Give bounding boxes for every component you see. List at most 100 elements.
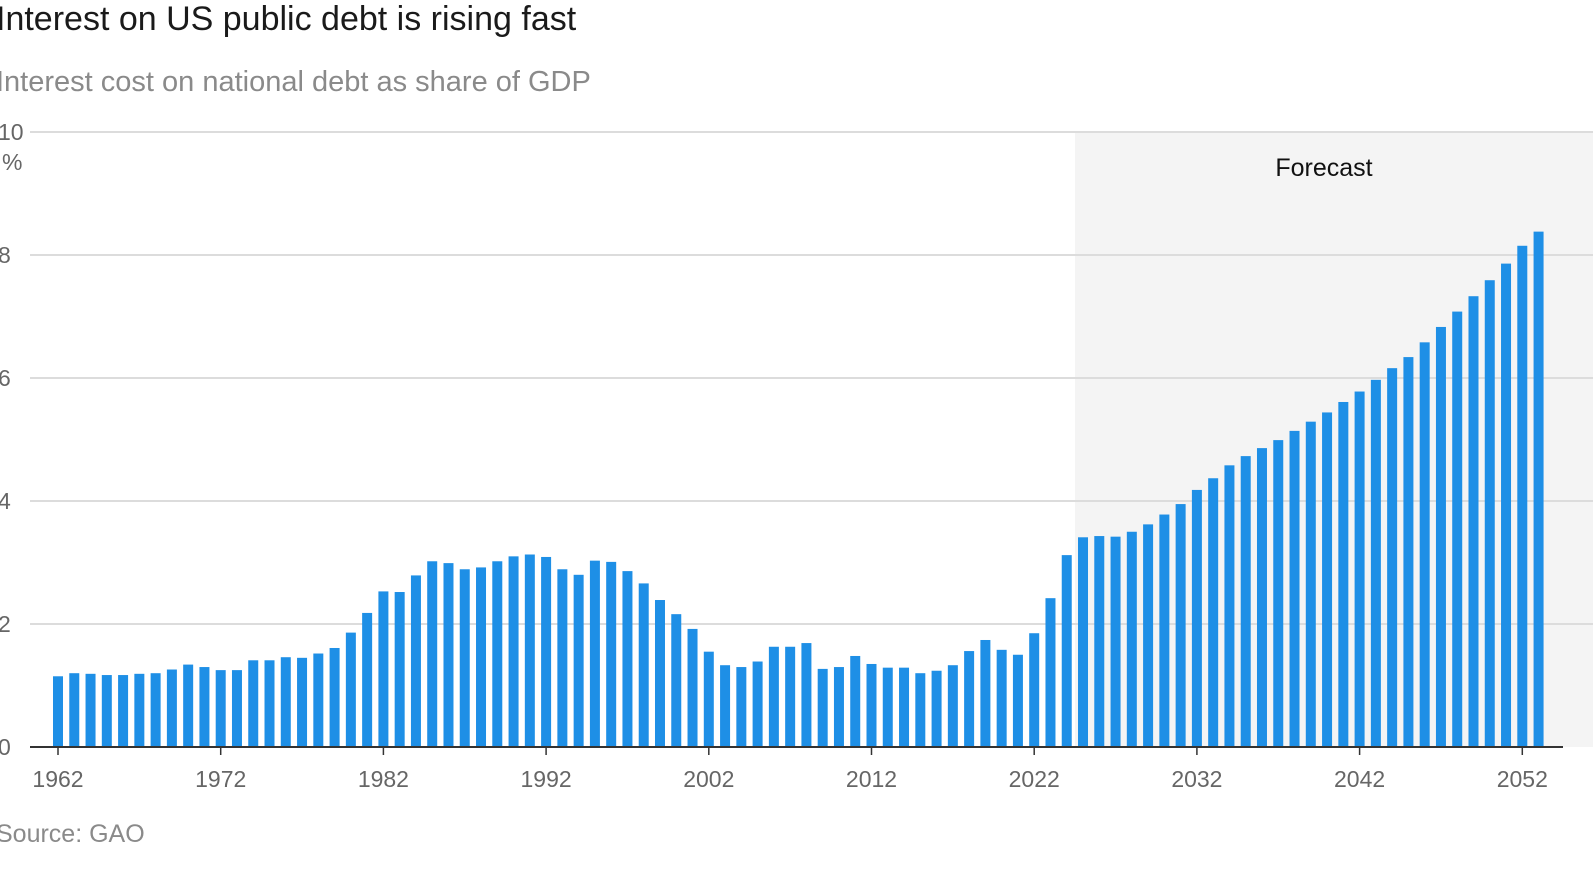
x-tick-label: 2042 <box>1334 766 1385 792</box>
bar-1978 <box>313 653 324 747</box>
bar-2005 <box>752 661 763 747</box>
bar-2037 <box>1273 440 1284 747</box>
chart-title: Interest on US public debt is rising fas… <box>0 0 577 38</box>
bar-2014 <box>899 667 910 747</box>
axes: 1962 1972 1982 1992 2002 2012 2022 2032 2042 2052 <box>30 746 1563 792</box>
x-tick-label: 2002 <box>683 766 734 792</box>
bar-2013 <box>882 667 893 747</box>
bar-2007 <box>785 646 796 747</box>
bar-2006 <box>768 646 779 747</box>
bar-1984 <box>410 575 421 747</box>
bar-1997 <box>622 571 633 747</box>
x-tick-label: 2012 <box>846 766 897 792</box>
bar-2010 <box>833 667 844 747</box>
bar-2053 <box>1533 231 1544 747</box>
gridlines: 0 2 4 6 8 10% <box>0 119 1593 760</box>
bar-2052 <box>1517 245 1528 747</box>
bar-1972 <box>215 670 226 747</box>
bar-1998 <box>638 583 649 747</box>
bar-1968 <box>150 673 161 747</box>
bar-2049 <box>1468 296 1479 747</box>
chart-subtitle: Interest cost on national debt as share … <box>0 66 591 98</box>
bar-2027 <box>1110 536 1121 747</box>
bar-1975 <box>264 660 275 747</box>
bar-1990 <box>508 556 519 747</box>
bar-1974 <box>248 660 259 747</box>
bar-2009 <box>817 668 828 747</box>
bar-2017 <box>947 665 958 747</box>
y-tick-label: 6 <box>0 365 11 391</box>
bar-2051 <box>1501 263 1512 747</box>
bar-2045 <box>1403 357 1414 747</box>
x-tick-label: 1982 <box>358 766 409 792</box>
source-note: Source: GAO <box>0 820 145 848</box>
bars <box>53 231 1544 747</box>
bar-1973 <box>231 670 242 747</box>
bar-2033 <box>1208 478 1219 747</box>
x-tick-label: 1962 <box>32 766 83 792</box>
bar-2025 <box>1078 537 1089 747</box>
bar-2035 <box>1240 456 1251 747</box>
bar-1989 <box>492 561 503 747</box>
bar-2032 <box>1191 489 1202 747</box>
bar-1993 <box>557 569 568 747</box>
bar-2022 <box>1029 633 1040 747</box>
bar-1966 <box>118 675 129 747</box>
bar-1981 <box>362 612 373 747</box>
bar-2034 <box>1224 465 1235 747</box>
bar-1982 <box>378 591 389 747</box>
bar-2038 <box>1289 430 1300 747</box>
bar-1962 <box>53 676 63 747</box>
bar-2047 <box>1435 326 1446 747</box>
bar-1992 <box>541 556 552 747</box>
bar-1967 <box>134 673 145 747</box>
bar-2003 <box>720 665 731 747</box>
y-tick-label: 4 <box>0 488 11 514</box>
bar-2040 <box>1322 412 1333 747</box>
bar-2039 <box>1305 421 1316 747</box>
bar-2048 <box>1452 311 1463 747</box>
bar-2002 <box>703 651 714 747</box>
y-tick-label: 8 <box>0 242 11 268</box>
bar-1983 <box>394 592 405 747</box>
bar-1988 <box>476 567 487 747</box>
bar-2023 <box>1045 598 1056 747</box>
bar-2036 <box>1256 448 1267 747</box>
bar-2000 <box>671 614 682 747</box>
bar-1971 <box>199 667 210 747</box>
bar-1985 <box>427 561 438 747</box>
bar-2004 <box>736 667 747 747</box>
bar-2012 <box>866 663 877 747</box>
bar-2030 <box>1159 514 1170 747</box>
x-tick-label: 2022 <box>1009 766 1060 792</box>
bar-2043 <box>1370 379 1381 747</box>
bar-1976 <box>280 657 291 747</box>
bar-1965 <box>101 675 112 747</box>
bar-2029 <box>1143 524 1154 747</box>
bar-1963 <box>69 673 80 747</box>
bar-1994 <box>573 574 584 747</box>
bar-2011 <box>850 655 861 747</box>
bar-2016 <box>931 670 942 747</box>
bar-2041 <box>1338 401 1349 747</box>
bar-1995 <box>589 560 600 747</box>
bar-2015 <box>915 673 926 747</box>
bar-2008 <box>801 643 812 747</box>
x-tick-label: 2052 <box>1497 766 1548 792</box>
bar-2020 <box>996 649 1007 747</box>
bar-1986 <box>443 563 454 747</box>
bar-1999 <box>654 600 665 747</box>
bar-1996 <box>606 561 617 747</box>
bar-1970 <box>183 664 194 747</box>
bar-1980 <box>345 632 356 747</box>
bar-2044 <box>1387 368 1398 747</box>
bar-2021 <box>1012 654 1023 747</box>
bar-2050 <box>1484 280 1495 747</box>
bar-2031 <box>1175 504 1186 747</box>
x-tick-label: 2032 <box>1171 766 1222 792</box>
bar-2018 <box>964 651 975 747</box>
x-tick-label: 1972 <box>195 766 246 792</box>
bar-1991 <box>524 554 535 747</box>
bar-2046 <box>1419 342 1430 747</box>
bar-2042 <box>1354 391 1365 747</box>
